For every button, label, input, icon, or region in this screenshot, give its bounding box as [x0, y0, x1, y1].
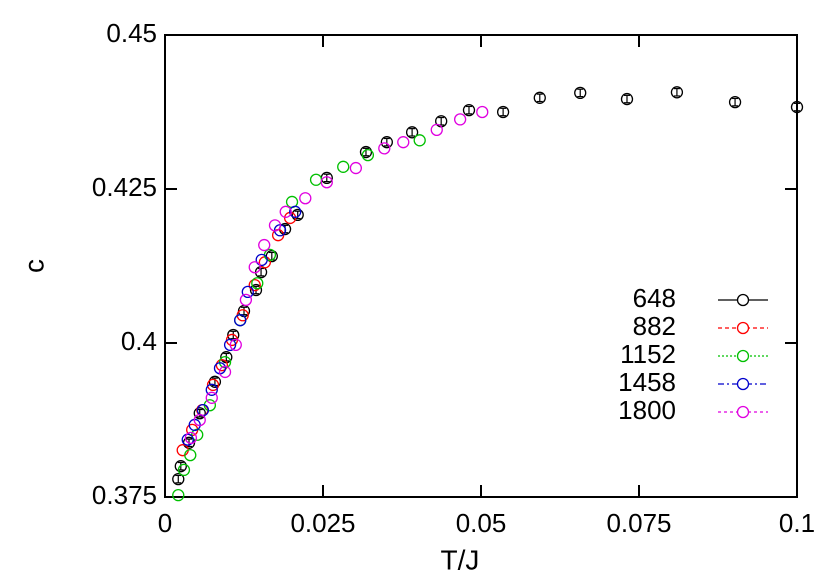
x-tick-label: 0.025 [290, 508, 355, 538]
point [790, 100, 804, 114]
x-tick-label: 0.1 [779, 508, 815, 538]
point [172, 489, 185, 502]
point [251, 277, 264, 290]
y-tick-label: 0.45 [106, 18, 157, 48]
x-tick-label: 0.05 [456, 508, 507, 538]
point [218, 365, 232, 379]
point [234, 314, 247, 327]
point [205, 391, 218, 404]
x-axis-label: T/J [441, 544, 480, 575]
point [208, 375, 222, 388]
point [193, 413, 206, 427]
point [574, 86, 587, 100]
point [453, 113, 467, 126]
point [248, 278, 261, 292]
point [289, 205, 302, 218]
point [268, 219, 282, 232]
legend-label: 882 [633, 311, 676, 341]
point [249, 283, 263, 297]
legend-marker [736, 293, 750, 307]
legend-marker [736, 377, 750, 391]
legend-marker [736, 349, 750, 363]
point [361, 148, 375, 162]
point [380, 136, 393, 149]
point [397, 136, 410, 149]
point [320, 176, 333, 189]
y-axis-label: c [18, 259, 49, 273]
point [241, 285, 254, 299]
point [248, 261, 261, 274]
point [309, 173, 323, 186]
point [291, 208, 304, 222]
legend-marker [736, 405, 750, 419]
point [215, 359, 229, 372]
point [258, 256, 272, 269]
y-tick-label: 0.375 [92, 480, 157, 510]
point [359, 145, 373, 159]
point [413, 134, 426, 147]
point [176, 444, 189, 457]
point [620, 92, 634, 106]
point [258, 238, 271, 252]
point [184, 448, 197, 462]
point [462, 104, 476, 117]
point [299, 192, 312, 205]
point [206, 378, 220, 392]
legend-label: 1800 [618, 395, 676, 425]
point [378, 142, 391, 155]
point [229, 338, 242, 351]
point [174, 460, 187, 473]
point [177, 463, 191, 477]
point [184, 431, 198, 445]
legend-label: 1458 [618, 367, 676, 397]
point [223, 338, 237, 351]
point [430, 123, 443, 137]
legend-label: 648 [633, 283, 676, 313]
point [279, 205, 292, 218]
y-tick-label: 0.4 [121, 326, 157, 356]
point [728, 95, 742, 109]
point [193, 407, 206, 420]
point [205, 383, 218, 396]
point [181, 433, 194, 446]
point [172, 472, 185, 486]
point [670, 86, 684, 99]
point [496, 105, 510, 119]
point [405, 126, 419, 139]
y-tick-label: 0.425 [92, 172, 157, 202]
point [239, 293, 253, 307]
point [255, 253, 268, 266]
x-tick-label: 0.075 [606, 508, 671, 538]
legend-label: 1152 [620, 339, 676, 369]
point [533, 91, 546, 104]
legend-marker [736, 321, 750, 335]
point [349, 161, 363, 175]
point [476, 105, 489, 119]
point [337, 160, 350, 173]
x-tick-label: 0 [158, 508, 172, 538]
